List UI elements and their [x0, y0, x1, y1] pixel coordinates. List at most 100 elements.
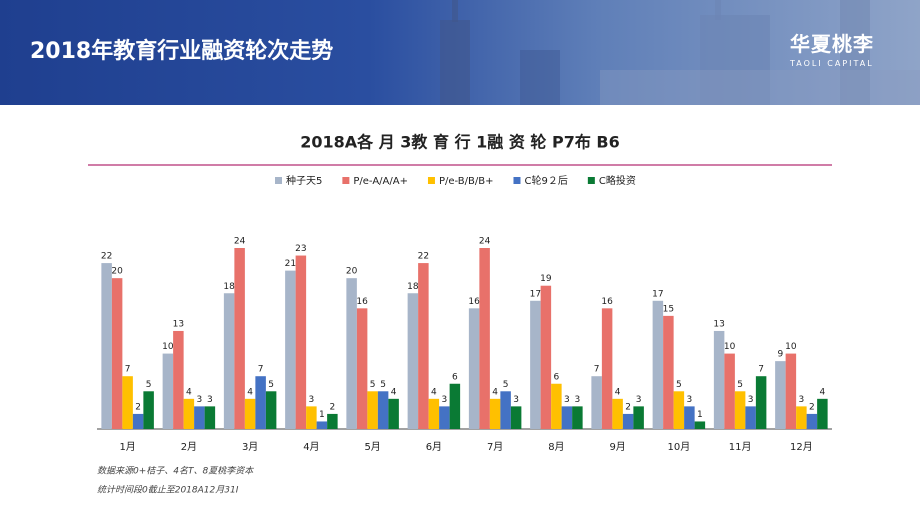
data-label: 3	[564, 395, 570, 405]
bar	[101, 263, 112, 429]
bar	[244, 398, 256, 429]
data-label: 4	[186, 387, 192, 397]
legend-swatch	[513, 177, 521, 184]
x-tick-label: 10月	[668, 441, 691, 453]
data-label: 3	[799, 395, 805, 405]
bar	[572, 406, 583, 429]
bar	[111, 278, 123, 429]
bar	[724, 353, 735, 429]
bar	[265, 391, 277, 429]
data-label: 4	[431, 387, 437, 397]
bar	[143, 391, 154, 429]
skyline	[440, 0, 920, 105]
data-label: 24	[234, 237, 246, 247]
logo: 华夏桃李 TAOLI CAPITAL	[790, 28, 874, 68]
bar	[500, 391, 511, 429]
data-label: 23	[295, 244, 306, 254]
data-label: 5	[146, 380, 152, 390]
x-tick-label: 2月	[181, 441, 197, 453]
data-label: 4	[247, 387, 253, 397]
data-label: 13	[713, 319, 724, 329]
x-tick-label: 12月	[790, 441, 813, 453]
bar	[428, 398, 440, 429]
data-label: 3	[309, 395, 315, 405]
bar	[255, 376, 266, 429]
x-tick-label: 1月	[119, 441, 135, 453]
data-label: 7	[758, 365, 764, 375]
data-label: 3	[636, 395, 642, 405]
bar	[663, 315, 674, 429]
bar	[418, 263, 429, 429]
data-label: 16	[356, 297, 368, 307]
bar	[633, 406, 644, 429]
data-label: 5	[370, 380, 376, 390]
legend-label: P/e-B/B/B+	[439, 176, 494, 187]
bar	[295, 255, 307, 429]
data-label: 2	[625, 402, 631, 412]
data-label: 20	[346, 267, 358, 277]
data-label: 16	[468, 297, 480, 307]
header-banner: 2018年教育行业融资轮次走势 华夏桃李 TAOLI CAPITAL	[0, 0, 920, 105]
bar	[468, 308, 480, 429]
bar	[601, 308, 613, 429]
bar	[755, 376, 767, 429]
logo-text: 华夏桃李	[790, 32, 874, 56]
data-label: 5	[380, 380, 386, 390]
bar	[234, 248, 245, 429]
bar	[622, 413, 634, 429]
bar	[806, 413, 818, 429]
bar	[223, 293, 235, 429]
chart: 2018A各 月 3教 育 行 1融 资 轮 P7布 B6 种子天5 P/e-A/…	[88, 133, 832, 496]
data-label: 3	[513, 395, 519, 405]
bar	[734, 391, 746, 429]
bar	[489, 398, 501, 429]
bar	[407, 293, 419, 429]
data-label: 20	[111, 267, 123, 277]
data-label: 3	[197, 395, 203, 405]
bar	[194, 406, 205, 429]
x-tick-label: 9月	[609, 441, 625, 453]
data-label: 4	[615, 387, 621, 397]
bar	[173, 330, 184, 429]
data-label: 4	[391, 387, 397, 397]
data-label: 5	[676, 380, 682, 390]
data-label: 4	[820, 387, 826, 397]
data-label: 18	[407, 282, 419, 292]
logo-subtext: TAOLI CAPITAL	[790, 59, 874, 68]
bar	[540, 285, 552, 429]
bar	[652, 300, 664, 429]
x-tick-label: 5月	[364, 441, 380, 453]
bar	[316, 421, 328, 429]
bar	[530, 300, 541, 429]
bar	[285, 270, 296, 429]
bar	[449, 383, 461, 429]
x-tick-label: 3月	[242, 441, 258, 453]
data-label: 22	[418, 252, 429, 262]
chart-title: 2018A各 月 3教 育 行 1融 资 轮 P7布 B6	[300, 133, 620, 152]
data-label: 18	[223, 282, 235, 292]
data-label: 4	[492, 387, 498, 397]
bar	[591, 376, 602, 429]
data-label: 3	[207, 395, 213, 405]
bar	[713, 330, 725, 429]
legend-swatch	[275, 177, 282, 184]
bar	[356, 308, 368, 429]
data-label: 3	[442, 395, 448, 405]
data-label: 1	[697, 410, 703, 420]
bar	[551, 383, 562, 429]
page-title: 2018年教育行业融资轮次走势	[30, 39, 334, 64]
x-tick-label: 11月	[729, 441, 752, 453]
bar	[694, 421, 706, 429]
x-tick-label: 4月	[303, 441, 319, 453]
data-label: 22	[101, 252, 112, 262]
bar	[796, 406, 807, 429]
bar	[162, 353, 174, 429]
data-label: 6	[554, 372, 560, 382]
data-label: 5	[503, 380, 509, 390]
legend-label: P/e-A/A/A+	[353, 176, 408, 187]
data-label: 15	[663, 304, 674, 314]
bar	[204, 406, 216, 429]
bar	[306, 406, 317, 429]
bar	[388, 398, 399, 429]
